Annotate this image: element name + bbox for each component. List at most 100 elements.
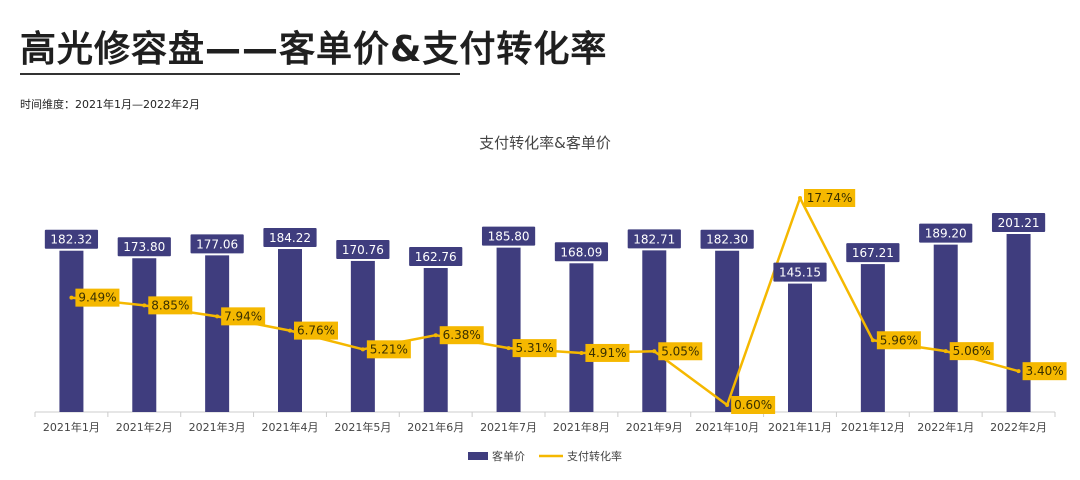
line-data-label: 4.91% [588,346,626,360]
time-range-label: 时间维度：2021年1月—2022年2月 [20,98,200,111]
bar-label-box [409,247,463,267]
x-tick-label: 2021年8月 [553,420,610,434]
bar-data-label: 173.80 [123,240,165,254]
line-point [142,303,147,308]
line-label-box [512,339,557,358]
x-tick-label: 2021年3月 [189,420,246,434]
line-data-label: 17.74% [807,191,853,205]
line-point [725,403,730,407]
bar-label-box [919,223,973,243]
bar-label-box [117,237,171,257]
x-tick-label: 2021年4月 [262,420,319,434]
bar-data-label: 162.76 [415,250,457,264]
x-tick-label: 2021年1月 [43,420,100,434]
bar-data-label: 170.76 [342,243,384,257]
page-title: 高光修容盘——客单价&支付转化率 [20,29,608,70]
line-data-label: 3.40% [1026,364,1064,378]
x-tick-label: 2021年9月 [626,420,683,434]
bar-label-box [627,229,681,249]
bar-label-box [846,243,900,263]
line-point [943,349,948,354]
line-point [652,349,657,354]
x-tick-label: 2021年5月 [334,420,391,434]
bar-label-box [44,229,99,249]
bar-label-box [263,228,317,248]
bar-label-box [554,242,609,262]
bar-unit-price [715,250,740,412]
bar-unit-price [642,250,667,412]
line-label-box [1022,362,1067,381]
line-point [69,295,74,300]
bar-label-box [481,226,536,246]
line-label-box [876,331,921,350]
line-data-label: 6.38% [443,328,481,342]
bar-unit-price [496,247,521,412]
line-label-box [658,342,703,361]
line-label-box [221,307,266,326]
line-label-box [949,342,994,361]
x-tick-label: 2021年7月 [480,420,537,434]
line-data-label: 0.60% [734,398,772,412]
line-data-label: 5.31% [516,341,554,355]
bar-unit-price [933,244,958,412]
line-label-box [731,396,776,414]
legend-label-unit-price: 客单价 [492,449,525,463]
bar-data-label: 184.22 [269,231,311,245]
bar-data-label: 201.21 [998,216,1040,230]
line-point [870,338,875,343]
line-label-box [148,296,193,315]
bar-unit-price [569,263,594,412]
x-tick-label: 2021年2月 [116,420,173,434]
bar-data-label: 167.21 [852,246,894,260]
x-tick-label: 2022年1月 [917,420,974,434]
bar-unit-price [59,250,84,412]
legend-label-conversion-rate: 支付转化率 [567,449,622,463]
title-underline [20,73,460,75]
line-label-box [366,340,411,359]
line-label-box [75,288,120,307]
x-tick-label: 2021年6月 [407,420,464,434]
line-data-label: 5.06% [953,344,991,358]
line-data-label: 5.96% [880,333,918,347]
line-point [798,196,802,200]
bar-data-label: 177.06 [196,237,238,251]
bar-data-label: 185.80 [488,230,530,244]
line-data-label: 7.94% [224,309,262,323]
chart-title: 支付转化率&客单价 [479,134,611,152]
bar-unit-price [788,283,812,412]
line-point [215,314,220,319]
bar-unit-price [205,255,230,412]
x-tick-label: 2022年2月 [990,420,1047,434]
line-label-box [294,321,338,340]
bar-data-label: 182.30 [706,233,748,247]
bar-unit-price [1006,234,1031,412]
line-data-label: 6.76% [297,324,335,338]
bar-label-box [991,213,1046,232]
line-point [506,346,511,351]
bar-data-label: 145.15 [779,266,821,280]
x-tick-label: 2021年11月 [768,420,832,434]
bar-data-label: 168.09 [560,245,602,259]
bar-data-label: 182.32 [50,233,92,247]
bar-unit-price [132,258,157,412]
bar-unit-price [350,260,375,412]
bar-label-box [336,239,390,259]
line-data-label: 5.21% [370,342,408,356]
line-label-box [585,343,630,362]
line-label-box [439,326,484,345]
line-point [360,347,365,352]
line-point [1016,369,1021,374]
line-point [288,328,292,333]
bar-label-box [700,229,754,249]
x-tick-label: 2021年10月 [695,420,759,434]
line-data-label: 5.05% [661,344,699,358]
bar-label-box [190,234,244,254]
legend-swatch-unit-price [468,452,488,460]
line-point [433,333,438,338]
line-point [579,350,584,355]
bar-label-box [773,262,827,282]
line-data-label: 9.49% [78,291,116,305]
x-tick-label: 2021年12月 [841,420,905,434]
bar-data-label: 182.71 [633,232,675,246]
